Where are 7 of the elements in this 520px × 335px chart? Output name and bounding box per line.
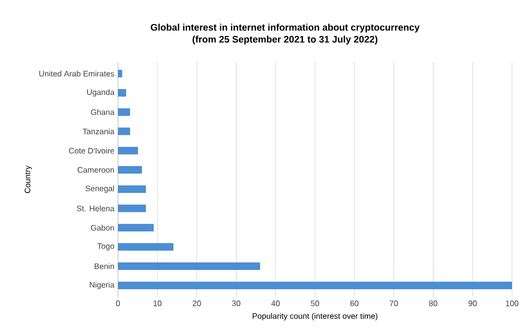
bar (118, 204, 146, 212)
bar (118, 262, 260, 270)
chart-title: Global interest in internet information about cryptocurrency (from 25 September 2021 to 31 July 2022) (150, 24, 420, 45)
bar (118, 166, 142, 174)
bar (118, 243, 174, 251)
bar (118, 224, 154, 232)
bar (118, 185, 146, 193)
